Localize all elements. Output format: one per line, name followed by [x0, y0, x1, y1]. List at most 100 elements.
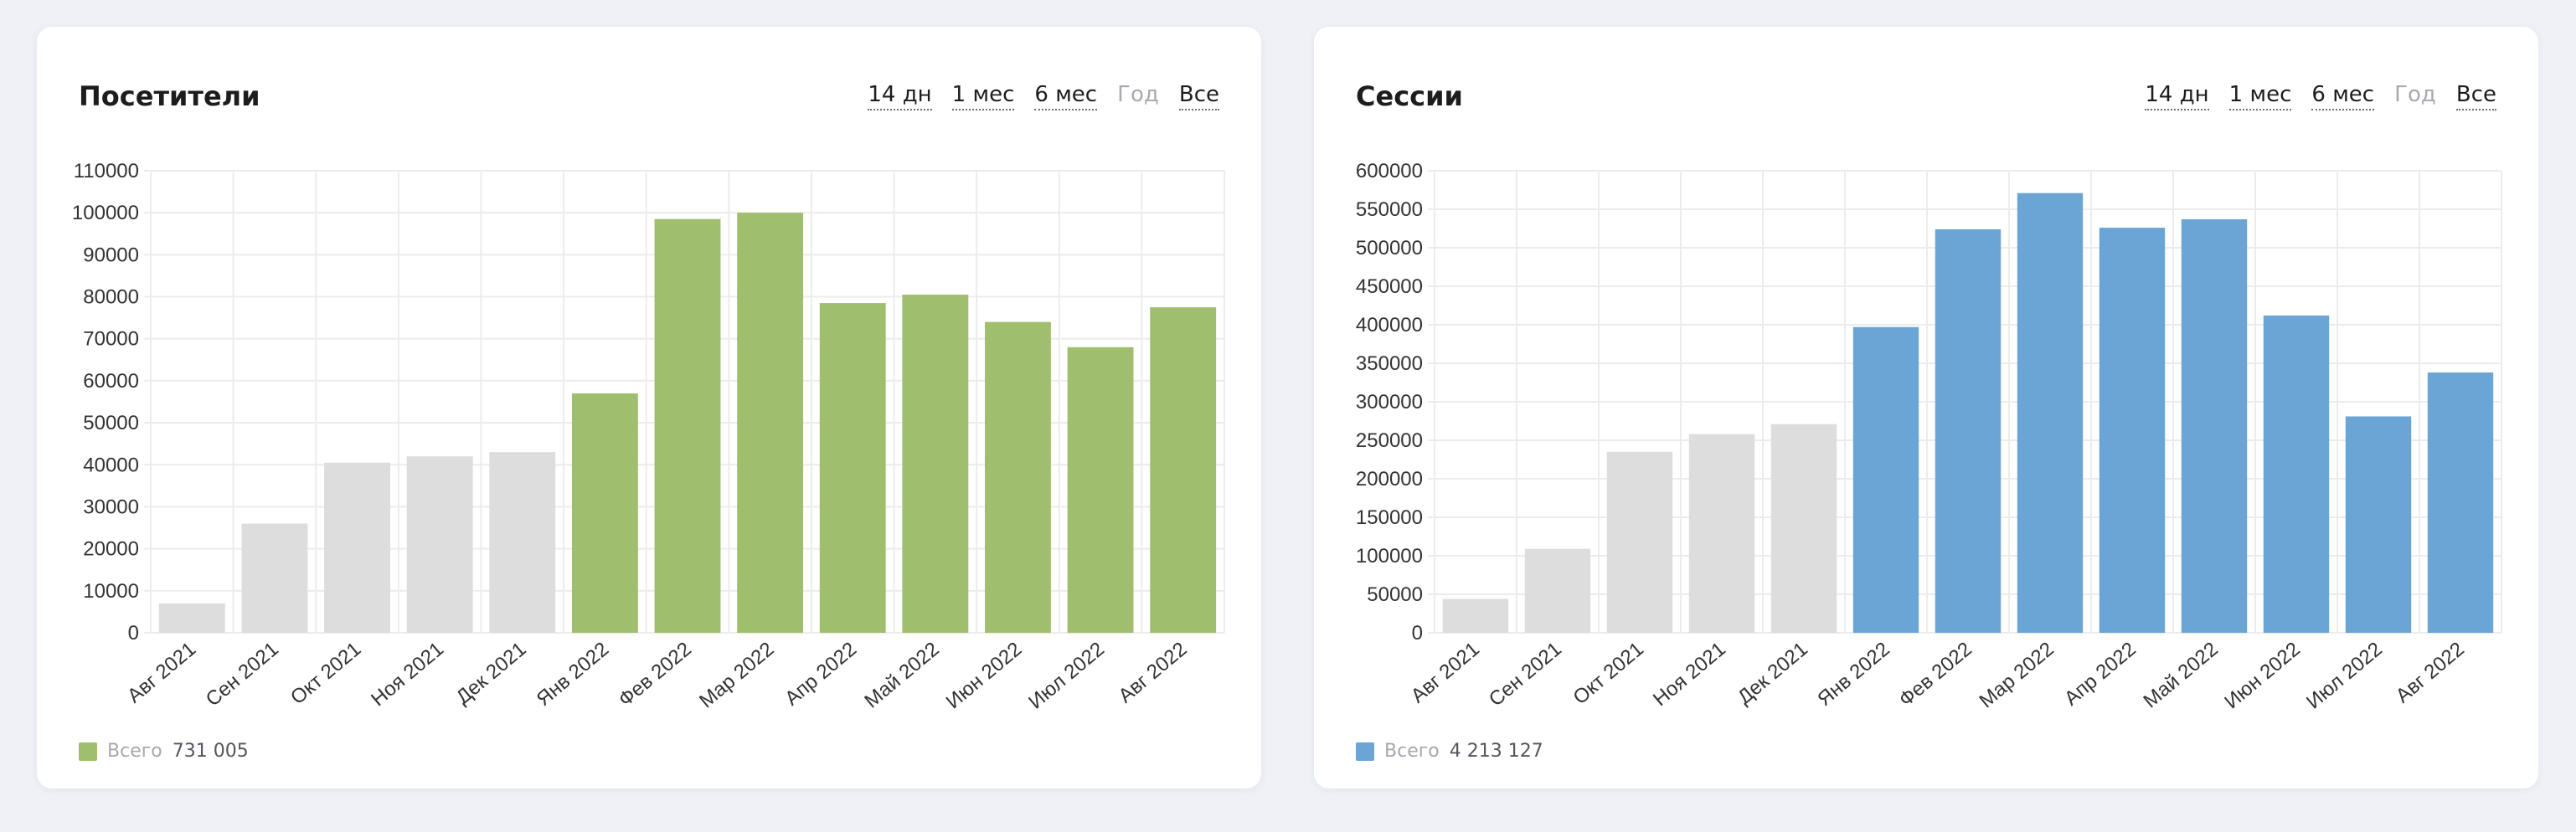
- visitors-bar[interactable]: [654, 218, 721, 633]
- sessions-y-tick-label: 500000: [1356, 237, 1423, 259]
- sessions-legend-label: Всего: [1384, 741, 1440, 762]
- visitors-legend: Всего 731 005: [79, 741, 249, 762]
- visitors-y-tick-label: 80000: [83, 286, 139, 309]
- visitors-bar[interactable]: [819, 303, 886, 633]
- visitors-x-tick-label: Июн 2022: [942, 638, 1027, 713]
- visitors-y-tick-label: 50000: [83, 412, 139, 434]
- sessions-x-tick-label: Сен 2021: [1485, 638, 1566, 711]
- sessions-title: Сессии: [1356, 80, 1463, 112]
- visitors-x-tick-label: Сен 2021: [202, 638, 283, 711]
- visitors-x-tick-label: Фев 2022: [615, 638, 696, 711]
- visitors-title: Посетители: [79, 80, 260, 112]
- visitors-bar[interactable]: [985, 321, 1051, 633]
- sessions-x-tick-label: Янв 2022: [1813, 638, 1894, 711]
- sessions-bar[interactable]: [1442, 598, 1509, 633]
- visitors-bar[interactable]: [902, 295, 969, 633]
- sessions-tab-all[interactable]: Все: [2455, 82, 2496, 110]
- visitors-y-tick-label: 0: [128, 622, 139, 645]
- sessions-y-tick-label: 600000: [1356, 160, 1423, 182]
- visitors-tab-6m[interactable]: 6 мес: [1034, 82, 1098, 110]
- sessions-y-tick-label: 400000: [1356, 314, 1423, 336]
- sessions-tab-1m[interactable]: 1 мес: [2228, 82, 2292, 110]
- sessions-y-tick-label: 300000: [1356, 391, 1423, 413]
- visitors-bar[interactable]: [1067, 347, 1134, 633]
- sessions-x-tick-label: Июн 2022: [2220, 638, 2305, 713]
- sessions-bar[interactable]: [1688, 434, 1755, 633]
- visitors-bar-chart: 0 10000 20000 30000 40000 50000 60000 70000 8000…: [72, 160, 1225, 714]
- sessions-legend: Всего 4 213 127: [1356, 741, 1543, 762]
- sessions-y-tick-label: 550000: [1356, 198, 1423, 221]
- sessions-tab-14d[interactable]: 14 дн: [2145, 82, 2209, 110]
- visitors-tab-14d[interactable]: 14 дн: [868, 82, 932, 110]
- sessions-card: Сессии 14 дн 1 мес 6 мес Год Все 0 50000 1…: [1314, 27, 2538, 788]
- sessions-bar[interactable]: [2345, 416, 2412, 633]
- visitors-y-tick-label: 90000: [83, 244, 139, 266]
- visitors-x-tick-label: Янв 2022: [533, 638, 614, 711]
- sessions-y-tick-label: 0: [1412, 622, 1423, 645]
- sessions-bar[interactable]: [1935, 229, 2002, 633]
- sessions-legend-swatch: [1356, 742, 1374, 761]
- visitors-legend-total: 731 005: [172, 741, 249, 762]
- sessions-x-tick-label: Июл 2022: [2302, 638, 2387, 714]
- sessions-x-tick-label: Авг 2022: [2392, 638, 2469, 707]
- visitors-tab-year: Год: [1117, 82, 1159, 107]
- sessions-y-tick-label: 100000: [1356, 545, 1423, 568]
- visitors-x-tick-label: Апр 2022: [781, 638, 861, 711]
- sessions-bar[interactable]: [2263, 315, 2330, 633]
- visitors-x-tick-label: Дек 2021: [452, 638, 531, 709]
- sessions-x-tick-label: Мар 2022: [1976, 638, 2058, 712]
- visitors-y-tick-label: 40000: [83, 454, 139, 476]
- visitors-x-tick-label: Май 2022: [860, 638, 943, 713]
- visitors-x-tick-label: Окт 2021: [286, 638, 365, 709]
- visitors-tab-all[interactable]: Все: [1178, 82, 1219, 110]
- sessions-y-tick-label: 250000: [1356, 429, 1423, 452]
- visitors-x-tick-label: Июл 2022: [1024, 638, 1109, 714]
- visitors-tab-1m[interactable]: 1 мес: [951, 82, 1015, 110]
- visitors-x-tick-label: Ноя 2021: [367, 638, 448, 711]
- sessions-y-tick-label: 150000: [1356, 506, 1423, 529]
- sessions-bar[interactable]: [2181, 218, 2248, 633]
- sessions-bar[interactable]: [1606, 451, 1673, 633]
- sessions-x-tick-label: Ноя 2021: [1649, 638, 1730, 711]
- visitors-y-tick-label: 60000: [83, 370, 139, 393]
- sessions-y-tick-label: 450000: [1356, 275, 1423, 298]
- visitors-y-tick-label: 20000: [83, 538, 139, 561]
- visitors-y-tick-label: 100000: [72, 202, 139, 224]
- visitors-bar[interactable]: [406, 456, 473, 633]
- sessions-bar[interactable]: [2099, 228, 2166, 633]
- sessions-bar[interactable]: [1524, 548, 1591, 633]
- visitors-bar[interactable]: [571, 393, 638, 633]
- sessions-bar[interactable]: [1770, 424, 1837, 633]
- sessions-x-tick-label: Дек 2021: [1734, 638, 1812, 709]
- visitors-legend-swatch: [79, 742, 97, 761]
- visitors-bar[interactable]: [1150, 307, 1217, 633]
- sessions-y-tick-label: 50000: [1367, 583, 1423, 606]
- visitors-bar[interactable]: [489, 452, 556, 633]
- visitors-bar[interactable]: [324, 462, 390, 633]
- sessions-bar-chart: 0 50000 100000 150000 200000 250000 300000 3500…: [1356, 160, 2502, 714]
- visitors-x-tick-label: Авг 2022: [1114, 638, 1191, 707]
- visitors-bar[interactable]: [158, 603, 225, 633]
- sessions-x-tick-label: Фев 2022: [1895, 638, 1976, 711]
- sessions-x-tick-label: Окт 2021: [1569, 638, 1648, 709]
- sessions-y-tick-label: 200000: [1356, 468, 1423, 490]
- visitors-period-tabs: 14 дн 1 мес 6 мес Год Все: [868, 82, 1219, 110]
- visitors-y-tick-label: 10000: [83, 580, 139, 603]
- visitors-x-tick-label: Авг 2021: [123, 638, 200, 707]
- sessions-bar[interactable]: [2017, 193, 2084, 633]
- sessions-bar[interactable]: [2427, 372, 2494, 633]
- visitors-bar[interactable]: [737, 213, 804, 633]
- sessions-bar[interactable]: [1852, 326, 1919, 633]
- sessions-x-tick-label: Авг 2021: [1407, 638, 1484, 707]
- sessions-period-tabs: 14 дн 1 мес 6 мес Год Все: [2145, 82, 2496, 110]
- sessions-x-tick-label: Май 2022: [2139, 638, 2222, 713]
- sessions-tab-year: Год: [2394, 82, 2436, 107]
- sessions-y-tick-label: 350000: [1356, 352, 1423, 375]
- visitors-y-tick-label: 30000: [83, 496, 139, 518]
- visitors-y-tick-label: 70000: [83, 328, 139, 351]
- sessions-x-tick-label: Апр 2022: [2060, 638, 2141, 711]
- sessions-legend-total: 4 213 127: [1449, 741, 1543, 762]
- sessions-tab-6m[interactable]: 6 мес: [2311, 82, 2375, 110]
- visitors-x-tick-label: Мар 2022: [695, 638, 778, 712]
- visitors-bar[interactable]: [241, 523, 308, 633]
